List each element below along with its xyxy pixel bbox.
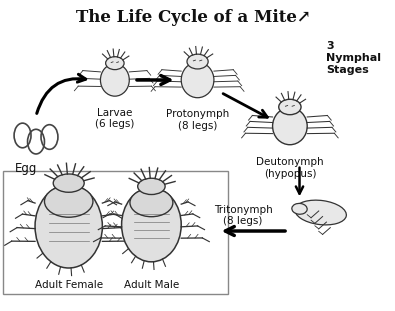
- Ellipse shape: [105, 57, 124, 70]
- Ellipse shape: [138, 178, 165, 194]
- Ellipse shape: [100, 64, 129, 96]
- Text: The Life Cycle of a Mite↗: The Life Cycle of a Mite↗: [76, 9, 311, 26]
- Text: Tritonymph
(8 legs): Tritonymph (8 legs): [214, 205, 272, 226]
- Ellipse shape: [53, 174, 84, 192]
- Ellipse shape: [292, 203, 307, 214]
- Text: Deutonymph
(hypopus): Deutonymph (hypopus): [256, 157, 324, 179]
- Text: Adult Male: Adult Male: [124, 280, 179, 290]
- Ellipse shape: [45, 186, 93, 217]
- Ellipse shape: [35, 185, 102, 268]
- Text: Protonymph
(8 legs): Protonymph (8 legs): [166, 109, 229, 131]
- Ellipse shape: [187, 54, 208, 69]
- Text: Adult Female: Adult Female: [35, 280, 103, 290]
- Ellipse shape: [295, 200, 346, 225]
- Ellipse shape: [130, 188, 173, 217]
- Ellipse shape: [279, 99, 301, 115]
- Ellipse shape: [273, 108, 307, 145]
- Ellipse shape: [122, 188, 181, 262]
- Ellipse shape: [181, 62, 214, 98]
- Text: 3
Nymphal
Stages: 3 Nymphal Stages: [326, 41, 382, 75]
- Text: Egg: Egg: [15, 162, 38, 175]
- Text: Larvae
(6 legs): Larvae (6 legs): [95, 108, 135, 129]
